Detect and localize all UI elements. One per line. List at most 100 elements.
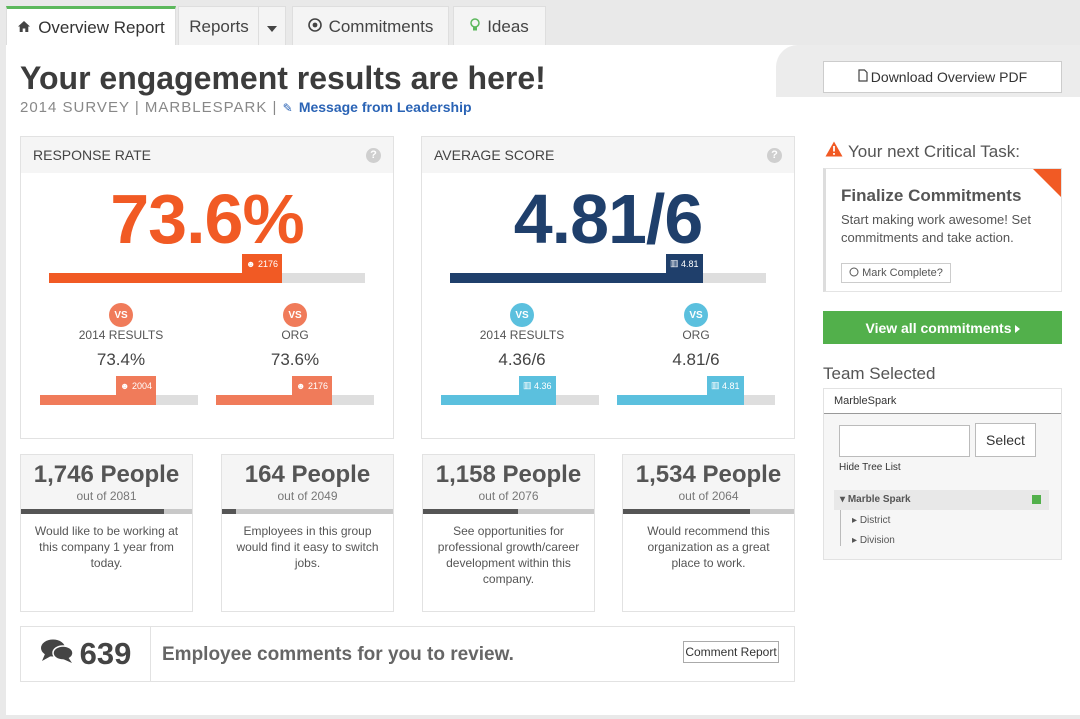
tree-connector (840, 510, 841, 546)
caret-right-icon: ▸ (852, 535, 858, 546)
average-score-header: AVERAGE SCORE ? (422, 137, 794, 173)
compare-flag: ☻ 2004 (116, 376, 157, 395)
compare-flag-value: 2004 (131, 380, 153, 391)
compare-label: ORG (281, 328, 309, 342)
tab-ideas-label: Ideas (487, 16, 529, 36)
team-selected-heading: Team Selected (823, 364, 936, 383)
compare-flag: ☻ 2176 (292, 376, 333, 395)
compare-value: 4.36/6 (498, 350, 546, 369)
tab-commitments-label: Commitments (328, 16, 434, 36)
tree-node-label: Division (859, 535, 895, 546)
average-score-bar: ▥ 4.81 (450, 254, 766, 283)
mark-complete-button[interactable]: Mark Complete? (841, 263, 951, 283)
survey-name: 2014 SURVEY | MARBLESPARK | (20, 99, 278, 116)
response-rate-bar: ☻ 2176 (49, 254, 365, 283)
people-card-header: 1,534 People out of 2064 (623, 455, 794, 511)
response-rate-bar-fill (49, 273, 282, 283)
tree-node-root[interactable]: ▾ Marble Spark (834, 490, 1049, 510)
response-rate-header: RESPONSE RATE ? (21, 137, 393, 173)
tree-node-division[interactable]: ▸ Division (852, 535, 895, 546)
people-card: 1,534 People out of 2064 Would recommend… (622, 454, 795, 612)
people-total: out of 2081 (76, 489, 137, 503)
comment-count-box: 639 (21, 627, 151, 681)
caret-right-icon (1014, 320, 1020, 336)
compare-label: 2014 RESULTS (78, 328, 164, 342)
compare-flag-value: 2176 (307, 380, 329, 391)
response-rate-card: RESPONSE RATE ? 73.6% ☻ 2176 VS VS 2014 … (20, 136, 394, 439)
paperclip-icon: ✎ (282, 101, 294, 115)
signal-bars-icon: ▥ (711, 380, 723, 390)
people-total: out of 2076 (478, 489, 539, 503)
download-pdf-button[interactable]: Download Overview PDF (823, 61, 1062, 93)
average-score-card: AVERAGE SCORE ? 4.81/6 ▥ 4.81 VS VS 2014… (421, 136, 795, 439)
average-score-value: 4.81/6 (513, 180, 704, 258)
compare-flag-value: 4.36 (534, 380, 552, 391)
warning-icon (825, 141, 843, 162)
people-bar-fill (222, 509, 236, 514)
view-all-commitments-button[interactable]: View all commitments (823, 311, 1062, 344)
download-pdf-label: Download Overview PDF (870, 69, 1028, 85)
tree-root-label: Marble Spark (847, 494, 911, 505)
vs-badge: VS (510, 303, 534, 327)
comments-text: Employee comments for you to review. (162, 644, 514, 665)
people-count: 164 People (244, 461, 371, 488)
caret-down-icon: ▾ (840, 494, 846, 505)
signal-bars-icon: ▥ (523, 380, 535, 390)
team-search-input[interactable] (839, 425, 970, 457)
compare-bar-fill (617, 395, 744, 405)
people-description: Would like to be working at this company… (34, 524, 179, 570)
compare-bar: ▥ 4.36 (441, 376, 599, 405)
caret-right-icon: ▸ (852, 515, 858, 526)
compare-bar: ▥ 4.81 (617, 376, 775, 405)
tree-node-district[interactable]: ▸ District (852, 515, 890, 526)
people-count: 1,534 People (635, 461, 782, 488)
people-total: out of 2049 (277, 489, 338, 503)
tab-commitments[interactable]: Commitments (292, 6, 449, 46)
tab-reports[interactable]: Reports (178, 6, 260, 46)
leadership-message-link[interactable]: Message from Leadership (298, 99, 472, 115)
tab-ideas[interactable]: Ideas (453, 6, 546, 46)
help-icon[interactable]: ? (767, 147, 782, 163)
people-card: 1,746 People out of 2081 Would like to b… (20, 454, 193, 612)
average-score-label: AVERAGE SCORE (434, 147, 555, 163)
home-icon (17, 20, 31, 36)
circle-icon (849, 267, 859, 280)
people-card-header: 1,158 People out of 2076 (423, 455, 594, 511)
people-bar-fill (423, 509, 519, 514)
people-bar (423, 509, 594, 514)
compare-bar: ☻ 2004 (40, 376, 198, 405)
people-icon: ☻ (296, 380, 308, 391)
reports-dropdown-toggle[interactable] (258, 6, 286, 46)
compare-bar-fill (216, 395, 332, 405)
critical-task-heading-label: Your next Critical Task: (848, 141, 1020, 161)
mark-complete-label: Mark Complete? (862, 267, 943, 279)
hide-tree-list-link[interactable]: Hide Tree List (839, 462, 901, 473)
vs-badge: VS (109, 303, 133, 327)
comments-bar: 639 Employee comments for you to review.… (20, 626, 795, 682)
response-rate-value: 73.6% (110, 180, 304, 258)
tab-overview-label: Overview Report (38, 17, 165, 37)
people-card-header: 1,746 People out of 2081 (21, 455, 192, 511)
pdf-file-icon (858, 69, 868, 85)
compare-value: 73.4% (96, 350, 146, 369)
team-selector: MarbleSpark Select Hide Tree List ▾ Marb… (823, 388, 1062, 560)
caret-down-icon (267, 17, 277, 37)
team-name: MarbleSpark (824, 389, 1061, 414)
vs-badge: VS (283, 303, 307, 327)
comment-report-button[interactable]: Comment Report (683, 641, 779, 663)
average-score-flag: ▥ 4.81 (666, 254, 703, 273)
page-title: Your engagement results are here! (20, 60, 546, 96)
compare-label: 2014 RESULTS (479, 328, 565, 342)
view-all-label: View all commitments (865, 319, 1012, 336)
response-rate-flag-value: 2176 (257, 258, 279, 269)
people-count: 1,746 People (33, 461, 180, 488)
team-select-button[interactable]: Select (975, 423, 1036, 457)
compare-label: ORG (682, 328, 710, 342)
check-icon[interactable] (1032, 495, 1041, 504)
tab-reports-label: Reports (189, 16, 249, 36)
compare-flag: ▥ 4.36 (519, 376, 556, 395)
help-icon[interactable]: ? (366, 147, 381, 163)
critical-task-heading: Your next Critical Task: (825, 141, 1020, 162)
tab-overview-report[interactable]: Overview Report (6, 6, 176, 46)
